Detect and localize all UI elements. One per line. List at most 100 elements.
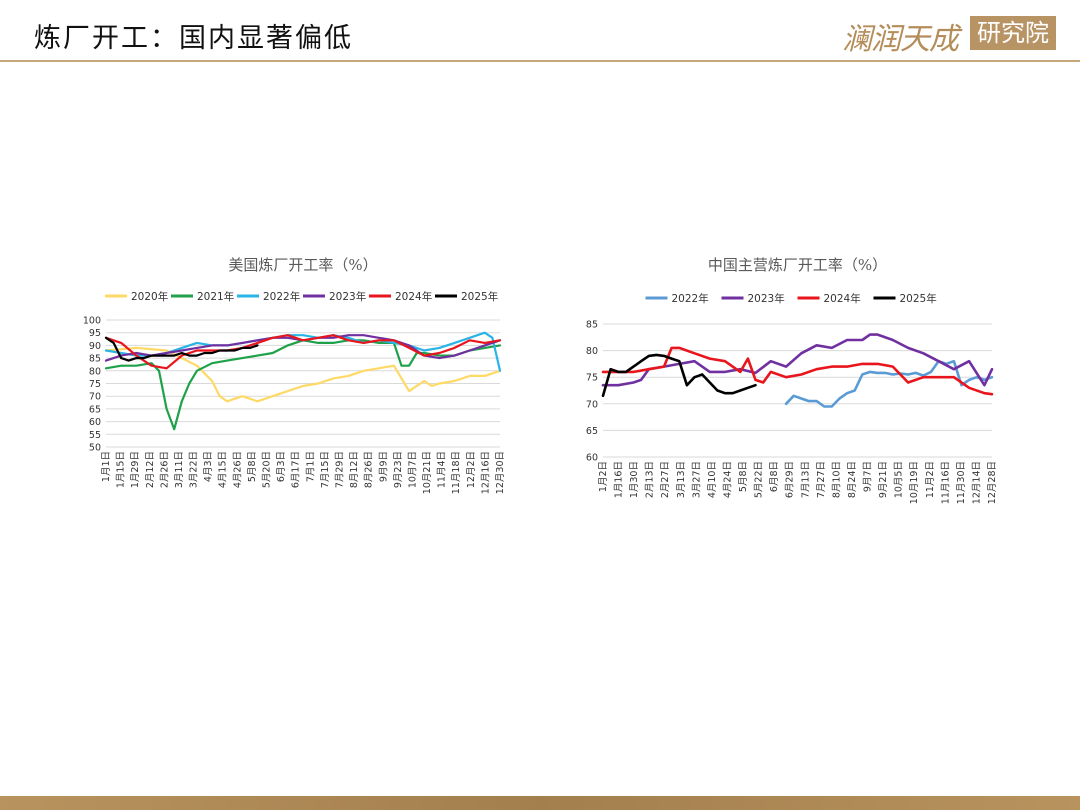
- legend-label: 2024年: [395, 290, 432, 303]
- legend-label: 2022年: [672, 292, 709, 305]
- x-tick-label: 11月16日: [940, 461, 951, 504]
- x-tick-label: 10月21日: [422, 451, 433, 494]
- legend-item-2025: 2025年: [873, 292, 937, 305]
- x-tick-label: 10月5日: [894, 461, 905, 498]
- y-tick-label: 70: [586, 399, 598, 410]
- x-tick-label: 9月23日: [393, 451, 404, 488]
- legend-item-2021: 2021年: [171, 290, 234, 303]
- x-tick-label: 8月10日: [831, 461, 842, 498]
- legend-item-2023: 2023年: [721, 292, 785, 305]
- legend-item-2025: 2025年: [435, 290, 498, 303]
- legend-label: 2025年: [900, 292, 937, 305]
- x-tick-label: 7月27日: [816, 461, 827, 498]
- x-tick-label: 12月2日: [466, 451, 477, 488]
- x-tick-label: 5月8日: [738, 461, 749, 492]
- x-tick-label: 5月22日: [754, 461, 765, 498]
- x-tick-label: 1月1日: [101, 451, 112, 482]
- legend-label: 2023年: [329, 290, 366, 303]
- x-tick-label: 1月15日: [116, 451, 127, 488]
- x-tick-label: 1月29日: [130, 451, 141, 488]
- x-tick-label: 11月30日: [956, 461, 967, 504]
- x-tick-label: 7月13日: [800, 461, 811, 498]
- x-tick-label: 6月8日: [769, 461, 780, 492]
- x-tick-label: 6月17日: [291, 451, 302, 488]
- x-tick-label: 2月13日: [645, 461, 656, 498]
- x-tick-label: 12月14日: [971, 461, 982, 504]
- y-tick-label: 55: [89, 430, 101, 441]
- chart-title: 中国主营炼厂开工率（%）: [708, 256, 887, 274]
- legend-item-2023: 2023年: [303, 290, 366, 303]
- x-tick-label: 12月16日: [480, 451, 491, 494]
- x-tick-label: 8月12日: [349, 451, 360, 488]
- y-tick-label: 60: [89, 417, 101, 428]
- legend-item-2020: 2020年: [105, 290, 168, 303]
- x-tick-label: 11月4日: [437, 451, 448, 488]
- series-line-2024: [601, 346, 994, 396]
- x-tick-label: 5月20日: [262, 451, 273, 488]
- legend-label: 2025年: [461, 290, 498, 303]
- series-line-2022: [104, 331, 502, 372]
- y-tick-label: 100: [83, 316, 101, 327]
- x-tick-label: 6月3日: [276, 451, 287, 482]
- x-tick-label: 4月15日: [218, 451, 229, 488]
- x-tick-label: 4月10日: [707, 461, 718, 498]
- series-line-china_2022: [784, 359, 994, 408]
- logo-box-text: 研究院: [970, 16, 1056, 50]
- y-tick-label: 75: [586, 373, 598, 384]
- y-tick-label: 80: [89, 366, 101, 377]
- x-tick-label: 3月27日: [691, 461, 702, 498]
- x-tick-label: 8月24日: [847, 461, 858, 498]
- x-tick-label: 1月16日: [614, 461, 625, 498]
- y-tick-label: 95: [89, 328, 101, 339]
- y-tick-label: 65: [89, 404, 101, 415]
- us-refinery-utilization-chart: 美国炼厂开工率（%） 2020年 2021年 2022年 2023年 2024年 2025年…: [83, 256, 506, 494]
- x-tick-label: 4月3日: [203, 451, 214, 482]
- x-tick-label: 3月11日: [174, 451, 185, 488]
- x-tick-label: 5月8日: [247, 451, 258, 482]
- x-tick-label: 2月26日: [159, 451, 170, 488]
- footer-bar: [0, 796, 1080, 810]
- x-tick-label: 4月24日: [722, 461, 733, 498]
- series-line-2025: [104, 336, 259, 362]
- x-tick-label: 11月18日: [451, 451, 462, 494]
- series-line-2024: [104, 334, 502, 370]
- y-tick-label: 70: [89, 392, 101, 403]
- legend-label: 2023年: [748, 292, 785, 305]
- brand-logo: 澜润天成 研究院: [842, 12, 1060, 57]
- x-tick-label: 9月21日: [878, 461, 889, 498]
- series-line-2021: [104, 339, 502, 431]
- x-tick-label: 6月29日: [785, 461, 796, 498]
- y-tick-label: 90: [89, 341, 101, 352]
- x-tick-label: 11月2日: [925, 461, 936, 498]
- logo-text: 澜润天成: [842, 22, 959, 57]
- x-tick-label: 9月9日: [378, 451, 389, 482]
- x-tick-label: 2月27日: [660, 461, 671, 498]
- y-tick-label: 60: [586, 453, 598, 464]
- x-tick-label: 2月12日: [145, 451, 156, 488]
- x-tick-label: 1月30日: [629, 461, 640, 498]
- y-tick-label: 75: [89, 379, 101, 390]
- header-rule: [0, 60, 1080, 62]
- y-tick-label: 65: [586, 426, 598, 437]
- x-tick-label: 1月2日: [598, 461, 609, 492]
- series-line-2020: [104, 346, 502, 403]
- y-tick-label: 50: [89, 443, 101, 454]
- x-tick-label: 7月1日: [305, 451, 316, 482]
- x-tick-label: 9月7日: [863, 461, 874, 492]
- legend-item-2024: 2024年: [369, 290, 432, 303]
- x-tick-label: 12月28日: [987, 461, 998, 504]
- x-tick-label: 10月19日: [909, 461, 920, 504]
- x-tick-label: 3月13日: [676, 461, 687, 498]
- x-tick-label: 7月29日: [334, 451, 345, 488]
- page-title: 炼厂开工：国内显著偏低: [34, 23, 353, 54]
- legend-label: 2021年: [197, 290, 234, 303]
- series-line-2025: [601, 353, 757, 398]
- y-tick-label: 85: [89, 354, 101, 365]
- x-tick-label: 7月15日: [320, 451, 331, 488]
- y-tick-label: 80: [586, 346, 598, 357]
- x-tick-label: 3月22日: [189, 451, 200, 488]
- legend-label: 2022年: [263, 290, 300, 303]
- x-tick-label: 4月26日: [232, 451, 243, 488]
- legend-label: 2020年: [131, 290, 168, 303]
- x-tick-label: 12月30日: [495, 451, 506, 494]
